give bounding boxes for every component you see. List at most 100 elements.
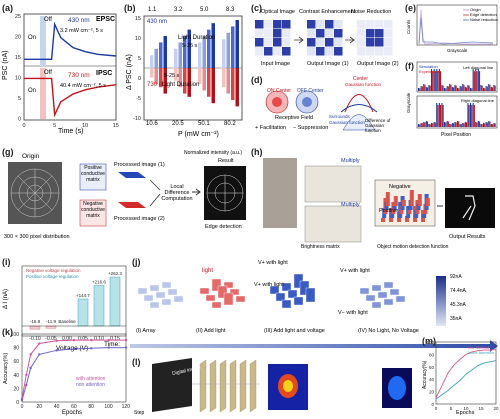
m-xtick: 20 <box>493 406 499 411</box>
h-bar <box>417 194 422 206</box>
b-bar-pos <box>183 36 187 68</box>
h-bar <box>405 216 409 222</box>
panel-a: (a) 25 20 15 10 5 0 0 5 10 15 PSC (nA) Time (s) E… <box>0 0 122 140</box>
panel-d-diagram <box>265 90 378 131</box>
c-cell <box>273 47 282 56</box>
panel-l-label: (l) <box>132 357 141 367</box>
h-bar <box>381 218 385 222</box>
f-bar-exp <box>445 88 447 91</box>
a-ipsc-name: IPSC <box>96 70 113 77</box>
b-xt-bot-3: 80.2 <box>224 121 236 127</box>
c-cell <box>307 20 316 29</box>
k-point <box>124 346 128 349</box>
c-cell <box>273 38 282 47</box>
f-bar-exp <box>419 124 421 127</box>
f-bar-exp <box>450 84 452 91</box>
f-bar-exp <box>432 123 434 127</box>
k-point <box>25 373 28 376</box>
c-title-0: Optical Image <box>261 9 295 15</box>
k-ytick: 80 <box>13 346 19 352</box>
panel-c-label: (c) <box>251 3 262 13</box>
l-layer <box>239 359 247 413</box>
c-cell <box>334 20 343 29</box>
b-bar-neg <box>198 68 202 84</box>
j-cell <box>173 295 184 303</box>
b-ytick: -5 <box>136 96 141 102</box>
g-proc1: Processed image (1) <box>114 162 165 168</box>
b-bar-pos <box>198 42 202 68</box>
f-bar-exp <box>494 85 496 91</box>
f-bar-sim <box>485 122 487 127</box>
f-bar-sim <box>457 88 459 91</box>
a-ipsc-cond: 40.4 mW cm⁻², 5 s <box>60 83 106 89</box>
f-bar-exp <box>440 104 442 127</box>
c-cell <box>325 29 334 38</box>
h-bar <box>393 196 398 206</box>
a-ylabel: PSC (nA) <box>2 50 9 80</box>
j-vplus-3: V+ with light <box>254 282 284 288</box>
a-xtick: 0 <box>22 123 25 129</box>
panel-d-label: (d) <box>251 75 263 85</box>
i-xtick: 0.10 <box>94 336 104 342</box>
panel-m-label: (m) <box>422 336 436 346</box>
panel-g: (g) Origin 300 × 300 pixel distribution … <box>0 144 248 252</box>
c-cell <box>307 38 316 47</box>
g-neg: Negative conductive matrix <box>81 201 105 219</box>
i-annotation: Baseline <box>58 319 76 324</box>
j-cell <box>371 284 382 292</box>
f-bar-sim <box>433 122 435 127</box>
d-on: ON Center <box>267 88 291 94</box>
j-cell <box>223 292 234 306</box>
j-cell <box>281 299 292 309</box>
i-bar-pos <box>77 298 89 327</box>
m-ytick: 20 <box>429 390 435 395</box>
f-bar-sim <box>436 69 438 91</box>
k-xtick: 40 <box>54 404 60 410</box>
b-bar-pos <box>187 29 191 69</box>
c-cell <box>264 29 273 38</box>
panel-f-label: (f) <box>405 61 414 71</box>
f-bar-sim <box>428 85 430 91</box>
c-cell <box>273 29 282 38</box>
k-xtick: 80 <box>88 404 94 410</box>
k-xtick: 100 <box>104 404 113 410</box>
j-cell <box>269 285 280 295</box>
b-bar-pos <box>231 26 235 68</box>
f-bar-exp <box>471 104 473 127</box>
panel-f: (f) Simulation Experiment Left diagonal … <box>403 58 500 142</box>
m-ytick: 0 <box>431 402 434 407</box>
f-bar-sim <box>428 124 430 127</box>
i-ylabel: Δ I (nA) <box>3 288 9 309</box>
j-cell <box>143 294 154 302</box>
k-point <box>124 338 128 342</box>
j-cell <box>161 281 172 289</box>
f-bar-sim <box>464 122 466 127</box>
b-bar-neg <box>202 68 206 91</box>
a-ipsc-wl: 730 nm <box>68 72 90 79</box>
m-ytick: 80 <box>429 352 435 357</box>
h-negative: Negative <box>389 184 411 190</box>
c-cell <box>282 20 291 29</box>
f-bar-sim <box>423 84 425 91</box>
l-layer <box>229 359 237 413</box>
f-xlabel: Pixel Position <box>441 132 472 138</box>
panel-g-diagram <box>8 162 246 227</box>
f-bar-sim <box>446 121 448 127</box>
c-cell <box>334 29 343 38</box>
b-dur-top-range: 5-25 s <box>182 43 198 49</box>
c-cell <box>366 29 375 38</box>
panel-b: (b) 15 10 5 0 -5 -10 Δ PSC (nA) P (mW cm⁻²) 1… <box>122 0 248 140</box>
b-xt-top-3: 8.3 <box>226 7 235 13</box>
k-point <box>29 366 32 370</box>
i-annotation: -11.9 <box>46 319 56 324</box>
a-ipsc-on: On <box>28 88 37 94</box>
b-bar-pos <box>178 42 182 68</box>
f-bar-sim <box>446 86 448 91</box>
c-cell <box>264 47 273 56</box>
f-bar-sim <box>454 122 456 127</box>
j-cell <box>199 287 210 295</box>
i-xtick: 0.15 <box>110 336 120 342</box>
k-point <box>72 347 76 351</box>
d-gauss1: Gaussian function <box>345 82 382 87</box>
panel-g-label: (g) <box>2 147 14 157</box>
